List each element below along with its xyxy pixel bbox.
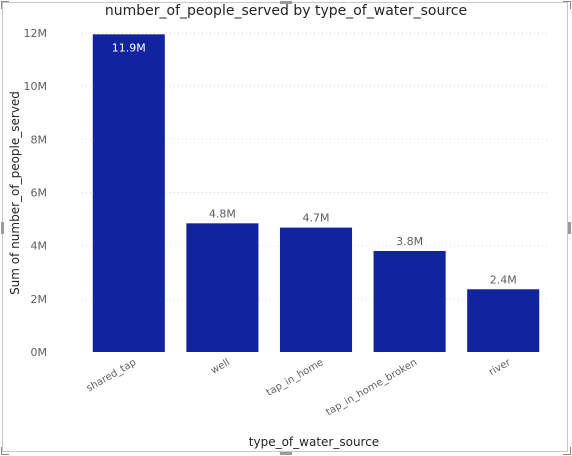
x-tick-label: river: [487, 357, 513, 379]
data-label: 3.8M: [396, 235, 423, 248]
x-tick-label: tap_in_home_broken: [324, 357, 419, 418]
resize-corner-top-left[interactable]: [1, 1, 9, 9]
chart-title: number_of_people_served by type_of_water…: [104, 3, 468, 19]
data-label: 4.8M: [209, 207, 236, 220]
resize-handle-left[interactable]: [1, 222, 4, 234]
resize-corner-top-right[interactable]: [563, 1, 571, 9]
resize-corner-bottom-right[interactable]: [563, 447, 571, 455]
x-tick-label: shared_tap: [85, 357, 139, 394]
y-tick-label: 6M: [31, 187, 48, 200]
resize-handle-right[interactable]: [568, 222, 571, 234]
resize-handle-bottom[interactable]: [280, 452, 292, 455]
data-label: 11.9M: [112, 41, 146, 54]
bar: [92, 34, 165, 353]
y-tick-label: 12M: [24, 27, 48, 40]
y-tick-label: 8M: [31, 133, 48, 146]
data-label: 2.4M: [490, 273, 517, 286]
bar: [186, 223, 259, 352]
y-tick-label: 2M: [31, 293, 48, 306]
data-label: 4.7M: [303, 212, 330, 225]
bar: [373, 250, 446, 352]
x-tick-label: well: [209, 357, 232, 376]
x-tick-label: tap_in_home: [265, 357, 326, 398]
bar: [279, 227, 353, 352]
bar: [467, 289, 540, 352]
x-axis-label: type_of_water_source: [248, 435, 380, 449]
y-tick-label: 4M: [31, 240, 48, 253]
y-tick-label: 10M: [24, 80, 48, 93]
resize-handle-top[interactable]: [280, 1, 292, 4]
resize-corner-bottom-left[interactable]: [1, 447, 9, 455]
y-tick-label: 0M: [31, 346, 48, 359]
